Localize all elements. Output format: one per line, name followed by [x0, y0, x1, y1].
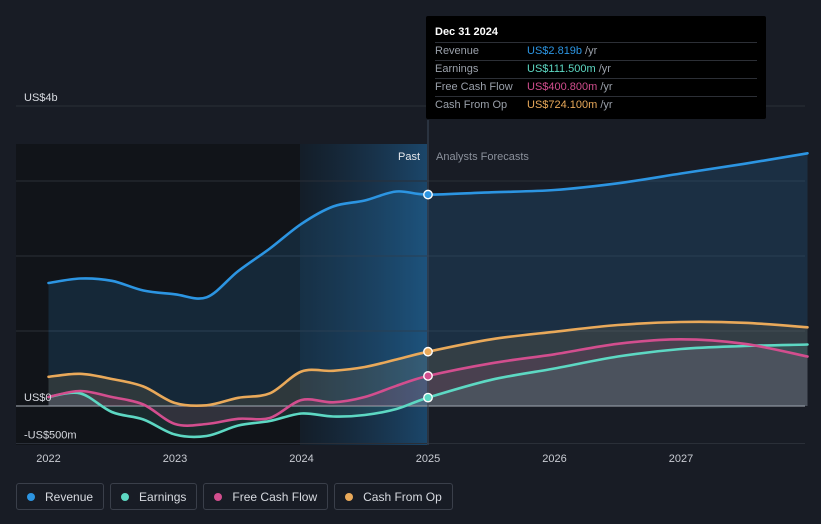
legend-item-earnings[interactable]: Earnings	[110, 483, 198, 510]
revenue-marker	[423, 189, 433, 200]
tooltip-row-earnings: Earnings US$111.500m /yr	[435, 60, 757, 78]
tooltip-unit: /yr	[600, 81, 613, 93]
y-tick-label: US$0	[24, 392, 52, 404]
tooltip-label: Revenue	[435, 45, 480, 57]
legend-label: Earnings	[139, 489, 187, 504]
tooltip-label: Cash From Op	[435, 99, 508, 111]
y-axis-labels: US$4b US$0 -US$500m	[24, 92, 77, 442]
legend-label: Free Cash Flow	[232, 489, 318, 504]
tooltip-unit: /yr	[585, 45, 598, 57]
x-tick-label: 2025	[416, 453, 440, 465]
tooltip-date: Dec 31 2024	[435, 26, 498, 38]
earnings-area	[48, 344, 808, 437]
tooltip-row-revenue: Revenue US$2.819b /yr	[435, 42, 757, 60]
past-highlight	[300, 144, 427, 445]
legend-dot-icon	[345, 492, 354, 501]
tooltip-value: US$111.500m	[527, 63, 596, 75]
y-tick-label: US$4b	[24, 92, 58, 104]
legend-dot-icon	[27, 492, 35, 501]
y-tick-label: -US$500m	[24, 430, 77, 442]
tooltip-row-free-cash-flow: Free Cash Flow US$400.800m /yr	[435, 78, 757, 96]
x-tick-label: 2022	[36, 453, 60, 465]
legend-item-revenue[interactable]: Revenue	[16, 483, 105, 510]
legend: Revenue Earnings Free Cash Flow Cash Fro…	[16, 483, 453, 510]
fcf-marker	[423, 371, 433, 381]
x-tick-label: 2024	[289, 453, 313, 465]
earnings-line	[47, 343, 809, 439]
tooltip-row-cash-from-op: Cash From Op US$724.100m /yr	[435, 96, 757, 114]
tooltip-label: Earnings	[435, 63, 479, 75]
x-tick-label: 2026	[542, 453, 566, 465]
tooltip-unit: /yr	[600, 99, 613, 111]
tooltip-value: US$2.819b	[527, 45, 583, 57]
legend-label: Revenue	[45, 489, 94, 504]
hover-markers	[423, 189, 433, 403]
tooltip-value: US$724.100m	[527, 99, 598, 111]
legend-label: Cash From Op	[363, 489, 442, 504]
cfo-marker	[423, 346, 433, 357]
series-lines	[47, 152, 809, 439]
legend-item-free-cash-flow[interactable]: Free Cash Flow	[203, 483, 329, 510]
cfo-line	[47, 320, 809, 408]
revenue-line	[47, 152, 809, 300]
tooltip: Dec 31 2024 Revenue US$2.819b /yr Earnin…	[426, 16, 766, 119]
earnings-marker	[423, 392, 433, 403]
tooltip-value: US$400.800m	[527, 81, 598, 93]
fcf-line	[47, 338, 809, 427]
x-axis-labels: 2022 2023 2024 2025 2026 2027	[36, 453, 693, 465]
legend-dot-icon	[214, 492, 223, 501]
x-tick-label: 2027	[669, 453, 693, 465]
legend-item-cash-from-op[interactable]: Cash From Op	[334, 483, 453, 510]
past-label: Past	[398, 151, 420, 163]
forecast-label: Analysts Forecasts	[436, 151, 529, 163]
legend-dot-icon	[121, 492, 130, 501]
tooltip-label: Free Cash Flow	[435, 81, 513, 93]
x-tick-label: 2023	[163, 453, 187, 465]
tooltip-unit: /yr	[598, 63, 611, 75]
